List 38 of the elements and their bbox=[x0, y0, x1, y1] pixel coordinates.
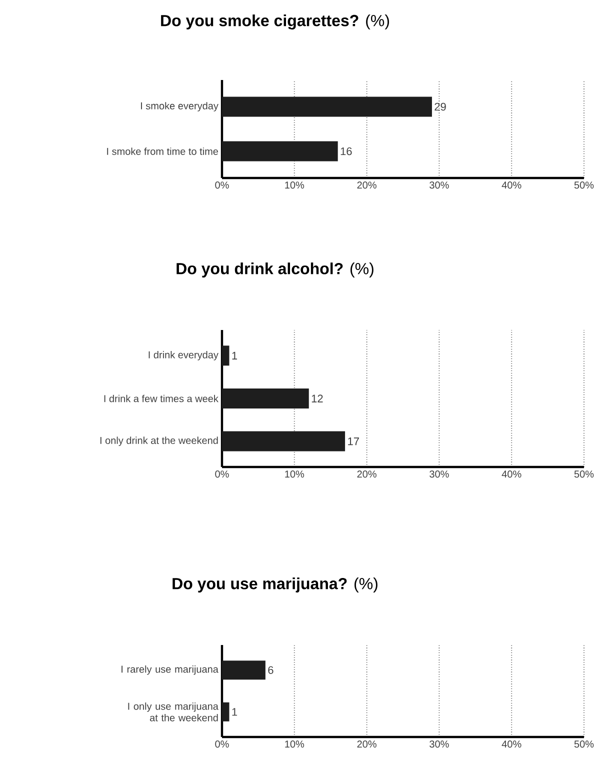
bar bbox=[222, 388, 309, 408]
data-label: 6 bbox=[268, 666, 274, 674]
x-tick-label: 50% bbox=[574, 470, 594, 478]
y-tick-label: I only use marijuana at the weekend bbox=[128, 702, 218, 722]
x-tick-label: 0% bbox=[215, 740, 229, 748]
x-tick-label: 10% bbox=[285, 740, 304, 748]
y-tick-label: I drink everyday bbox=[148, 351, 218, 360]
x-tick-label: 20% bbox=[357, 740, 376, 748]
x-tick-label: 40% bbox=[502, 182, 522, 189]
x-tick-label: 20% bbox=[357, 182, 376, 189]
x-tick-label: 0% bbox=[215, 182, 229, 189]
x-tick-label: 30% bbox=[430, 182, 449, 189]
bar bbox=[222, 431, 346, 452]
x-tick-label: 40% bbox=[502, 740, 522, 748]
x-tick-label: 50% bbox=[574, 740, 594, 748]
y-tick-label: I rarely use marijuana bbox=[122, 665, 218, 675]
data-label: 12 bbox=[312, 394, 323, 402]
bar bbox=[222, 346, 230, 366]
data-label: 16 bbox=[340, 147, 352, 156]
x-tick-label: 20% bbox=[357, 470, 376, 478]
y-tick-label: I smoke everyday bbox=[141, 102, 218, 112]
data-label: 17 bbox=[348, 438, 359, 446]
chart-title: Do you smoke cigarettes? (%) bbox=[161, 14, 389, 30]
data-label: 1 bbox=[232, 708, 238, 716]
data-label: 29 bbox=[434, 102, 446, 111]
y-tick-label: I only drink at the weekend bbox=[100, 436, 218, 446]
y-tick-label: I drink a few times a week bbox=[104, 394, 218, 402]
x-tick-label: 0% bbox=[215, 470, 229, 478]
chart-title: Do you use marijuana? (%) bbox=[172, 578, 378, 592]
x-tick-label: 30% bbox=[430, 470, 449, 478]
data-label: 1 bbox=[232, 352, 238, 360]
y-tick-label: I smoke from time to time bbox=[107, 148, 218, 155]
x-tick-label: 10% bbox=[285, 470, 304, 478]
chart-title: Do you drink alcohol? (%) bbox=[176, 262, 374, 278]
x-tick-label: 30% bbox=[430, 740, 449, 748]
x-tick-label: 40% bbox=[502, 470, 522, 478]
x-tick-label: 50% bbox=[574, 182, 594, 189]
x-tick-label: 10% bbox=[285, 182, 304, 189]
